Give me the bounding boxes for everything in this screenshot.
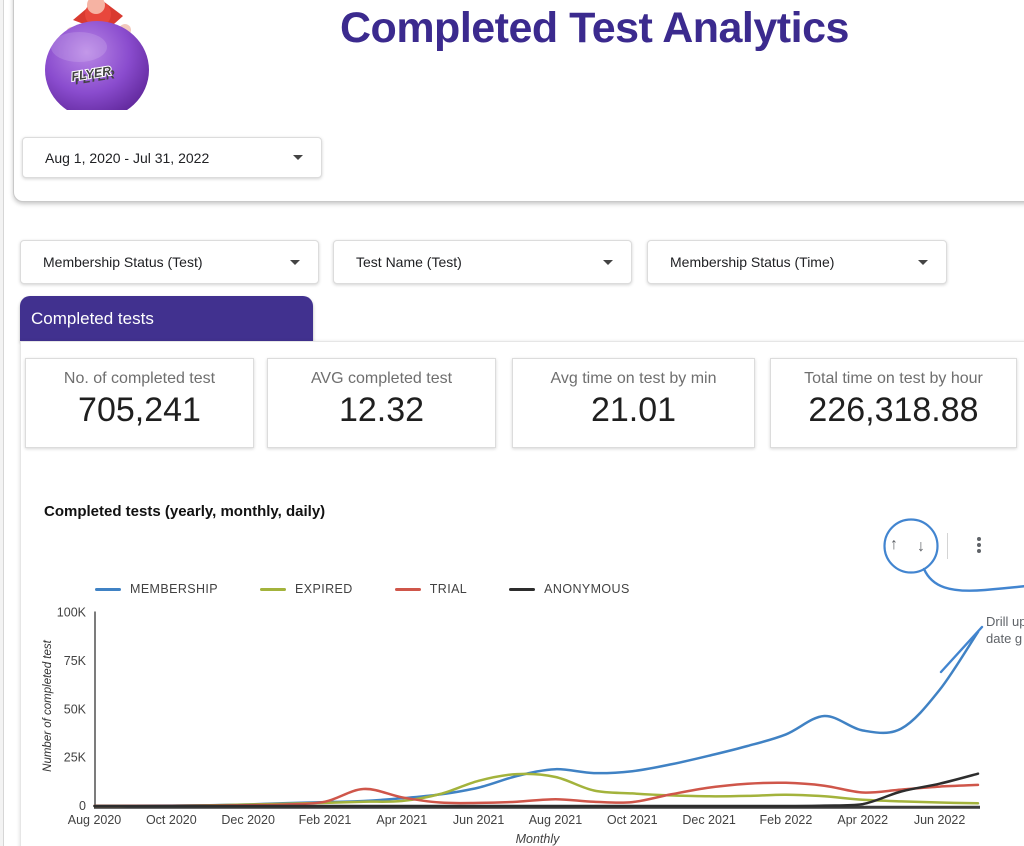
line-chart[interactable]: 0 25K 50K 75K 100K Aug 2020 Oct 2020 Dec 2020 Fe… [0, 500, 1024, 846]
date-range-select[interactable]: Aug 1, 2020 - Jul 31, 2022 [22, 137, 322, 178]
annotation-swoosh [922, 567, 1024, 592]
scorecard-label: No. of completed test [63, 370, 216, 387]
filter-label: Membership Status (Test) [43, 254, 203, 270]
drill-note-line2: date g [986, 631, 1023, 646]
filter-label: Test Name (Test) [356, 254, 462, 270]
x-tick-label: Apr 2021 [376, 813, 427, 827]
scorecard-total-time-hour: Total time on test by hour 226,318.88 [770, 358, 1017, 448]
scorecard-avg-time-min: Avg time on test by min 21.01 [512, 358, 755, 448]
filter-membership-status-test[interactable]: Membership Status (Test) [20, 240, 319, 284]
legend-item-trial[interactable]: TRIAL [394, 582, 468, 596]
canvas-left-border [3, 0, 4, 846]
x-tick-label: Dec 2021 [682, 813, 736, 827]
scorecard-completed-tests: No. of completed test 705,241 [25, 358, 254, 448]
scorecard-value: 12.32 [338, 391, 425, 429]
y-tick-label: 50K [64, 702, 87, 716]
kebab-menu-icon[interactable] [975, 535, 983, 559]
x-tick-label: Apr 2022 [837, 813, 888, 827]
chevron-down-icon [293, 155, 303, 160]
svg-text:FLYER: FLYER [74, 67, 116, 87]
flyer-logo: FLYER FLYER [45, 0, 149, 110]
scorecard-value: 705,241 [78, 391, 201, 429]
drill-up-icon[interactable]: ↑ [890, 536, 898, 553]
x-tick-label: Aug 2020 [68, 813, 122, 827]
chart-title: Completed tests (yearly, monthly, daily) [44, 503, 326, 520]
annotation-pointer-line [939, 625, 984, 674]
x-tick-label: Feb 2022 [760, 813, 813, 827]
flyer-wordmark: FLYER FLYER [69, 63, 116, 88]
legend-label: TRIAL [429, 582, 468, 596]
legend-label: MEMBERSHIP [130, 582, 219, 596]
drill-note-line1: Drill up [986, 614, 1024, 629]
x-tick-label: Aug 2021 [529, 813, 583, 827]
scorecard-value: 226,318.88 [808, 391, 979, 429]
toolbar-divider [947, 533, 948, 559]
y-tick-label: 100K [57, 606, 87, 620]
legend-item-expired[interactable]: EXPIRED [260, 582, 353, 596]
annotation-circle [883, 518, 939, 574]
date-range-value: Aug 1, 2020 - Jul 31, 2022 [45, 149, 210, 166]
x-tick-label: Feb 2021 [299, 813, 352, 827]
tab-label: Completed tests [31, 308, 154, 328]
legend-swatch [509, 587, 536, 591]
y-tick-label: 25K [64, 751, 87, 765]
chevron-down-icon [603, 259, 613, 265]
legend-swatch [95, 587, 121, 591]
scorecard-label: Avg time on test by min [550, 370, 717, 387]
scorecard-avg-completed: AVG completed test 12.32 [267, 358, 496, 448]
x-tick-label: Oct 2020 [146, 813, 197, 827]
x-axis-title: Monthly [515, 832, 560, 846]
tab-completed-tests[interactable]: Completed tests [20, 296, 313, 341]
scorecard-label: AVG completed test [310, 370, 453, 387]
series-membership[interactable] [93, 630, 980, 808]
x-tick-label: Oct 2021 [607, 813, 658, 827]
y-tick-label: 75K [64, 654, 87, 668]
legend-swatch [260, 587, 287, 591]
y-tick-label: 0 [79, 799, 86, 813]
chevron-down-icon [918, 259, 928, 265]
page-title: Completed Test Analytics [340, 4, 849, 52]
filter-label: Membership Status (Time) [670, 254, 835, 270]
x-tick-label: Jun 2021 [453, 813, 504, 827]
filter-test-name-test[interactable]: Test Name (Test) [333, 240, 632, 284]
canvas-left-strip [0, 0, 3, 846]
drill-annotation-note: Drill up date g [986, 613, 1024, 647]
legend-swatch [394, 587, 421, 591]
scorecard-label: Total time on test by hour [804, 370, 983, 387]
filter-membership-status-time[interactable]: Membership Status (Time) [647, 240, 947, 284]
chart-legend: MEMBERSHIP EXPIRED TRIAL ANONYMOUS [95, 582, 630, 596]
drill-down-icon[interactable]: ↓ [917, 538, 925, 555]
legend-item-anonymous[interactable]: ANONYMOUS [509, 582, 630, 596]
series-trial[interactable] [93, 781, 980, 808]
x-tick-label: Jun 2022 [914, 813, 965, 827]
scorecard-value: 21.01 [590, 391, 677, 429]
legend-item-membership[interactable]: MEMBERSHIP [95, 582, 218, 596]
series-anonymous[interactable] [93, 772, 980, 808]
chevron-down-icon [290, 259, 300, 265]
x-tick-label: Dec 2020 [221, 813, 275, 827]
legend-label: ANONYMOUS [544, 582, 630, 596]
legend-label: EXPIRED [295, 582, 353, 596]
